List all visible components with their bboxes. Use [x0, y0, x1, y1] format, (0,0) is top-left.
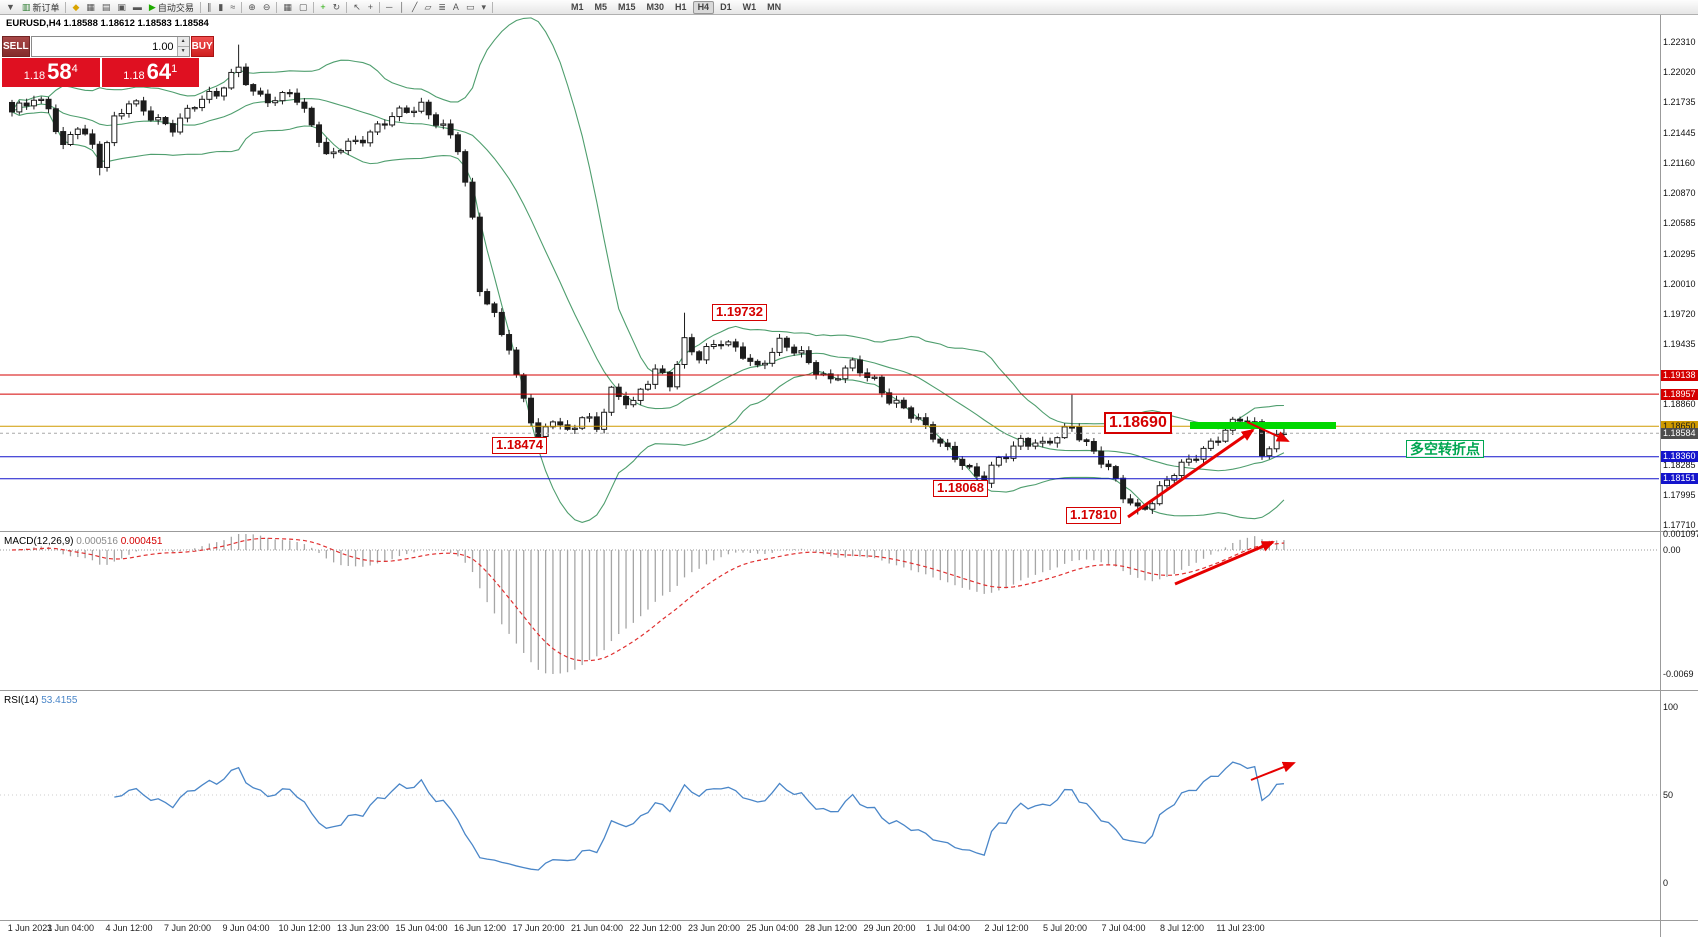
toolbar-separator [491, 1, 493, 13]
timeframe-w1[interactable]: W1 [742, 2, 757, 12]
indicators-list[interactable]: + [317, 1, 328, 14]
channel-tool[interactable]: ▱ [421, 1, 434, 14]
toolbar-separator [276, 1, 278, 13]
line-chart-mode[interactable]: ≈ [227, 1, 238, 14]
templates-menu-icon: ↻ [332, 1, 341, 12]
data-window-toggle-icon: ▤ [101, 1, 111, 12]
horizontal-line-tool-icon: ─ [386, 1, 393, 12]
fibonacci-tool[interactable]: ≣ [435, 1, 449, 14]
top-toolbar: ▼ ▥ 新订单 ◆ ▦ ▤ ▣ ▬ ▶ 自动交易 ∥ ▮ ≈ ⊕ ⊖ ▦ ▢ + ↻ ↖ + ─ │ ╱ ▱ ≣ A ▭ ▾ M1 M5 M1… [0, 0, 1698, 15]
trendline-tool-icon: ╱ [412, 1, 418, 12]
vertical-line-tool[interactable]: │ [396, 1, 408, 14]
timeframe-h1[interactable]: H1 [675, 2, 687, 12]
text-tool[interactable]: A [450, 1, 462, 14]
volume-stepper: ▲ ▼ [176, 37, 189, 56]
rsi-arrow[interactable] [1250, 761, 1296, 781]
chart-window-menu[interactable]: ▼ [3, 1, 18, 14]
buy-button[interactable]: BUY [190, 36, 214, 57]
toolbar-separator [241, 1, 243, 13]
templates-menu[interactable]: ↻ [330, 1, 344, 14]
label-tool[interactable]: ▭ [463, 1, 478, 14]
cursor-tool-icon: ↖ [353, 1, 361, 12]
bid-big-digits: 58 [47, 59, 72, 84]
horizontal-line-tool[interactable]: ─ [383, 1, 395, 14]
chart-window-menu-icon: ▼ [6, 1, 15, 12]
timeframe-m30[interactable]: M30 [646, 2, 665, 12]
label-tool-icon: ▭ [465, 1, 475, 12]
zoom-in-icon: ⊕ [248, 1, 256, 12]
fibonacci-tool-icon: ≣ [438, 1, 446, 12]
cursor-tool[interactable]: ↖ [350, 1, 364, 14]
sell-price-panel[interactable]: 1.18 58 4 [2, 58, 100, 87]
zoom-out-icon: ⊖ [262, 1, 271, 12]
volume-down-button[interactable]: ▼ [177, 47, 189, 56]
terminal-toggle[interactable]: ▬ [130, 1, 145, 14]
new-order-button-icon: ▥ [21, 1, 31, 12]
toolbar-separator [379, 1, 381, 13]
toolbar-separator [65, 1, 67, 13]
metaeditor-button[interactable]: ◆ [69, 1, 82, 14]
market-watch-toggle-icon: ▦ [86, 1, 95, 12]
shapes-menu-icon: ▾ [481, 1, 486, 12]
timeframe-m5[interactable]: M5 [594, 2, 608, 12]
volume-input[interactable] [31, 37, 177, 56]
auto-trading-button-icon: ▶ [148, 1, 156, 12]
timeframe-d1[interactable]: D1 [720, 2, 732, 12]
ask-big-digits: 64 [146, 59, 172, 84]
timeframe-m15[interactable]: M15 [618, 2, 636, 12]
candlestick-chart-mode[interactable]: ▮ [215, 1, 226, 14]
timeframe-m1[interactable]: M1 [570, 2, 584, 12]
new-order-button[interactable]: ▥ 新订单 [19, 1, 63, 14]
bar-chart-mode[interactable]: ∥ [204, 1, 215, 14]
toolbar-separator [313, 1, 315, 13]
shapes-menu[interactable]: ▾ [478, 1, 489, 14]
ask-prefix: 1.18 [123, 70, 145, 82]
trendline-tool[interactable]: ╱ [409, 1, 420, 14]
bid-prefix: 1.18 [23, 70, 46, 82]
indicators-list-icon: + [320, 1, 326, 12]
tile-windows-icon: ▦ [283, 1, 292, 12]
market-watch-toggle[interactable]: ▦ [83, 1, 98, 14]
auto-trading-button-label: 自动交易 [157, 2, 194, 13]
crosshair-tool[interactable]: + [365, 1, 376, 14]
text-tool-icon: A [452, 1, 459, 12]
trend-arrow-pullback[interactable] [1246, 421, 1290, 442]
candlestick-chart-mode-icon: ▮ [218, 1, 224, 12]
crosshair-tool-icon: + [367, 1, 374, 12]
new-order-button-label: 新订单 [32, 2, 60, 13]
macd-arrow[interactable] [1174, 540, 1275, 586]
one-click-trading-panel: SELL ▲ ▼ BUY 1.18 58 4 1.18 64 1 [2, 36, 214, 87]
zoom-in[interactable]: ⊕ [245, 1, 259, 14]
terminal-toggle-icon: ▬ [132, 1, 142, 12]
ask-pip-digit: 1 [171, 63, 178, 75]
auto-trading-button[interactable]: ▶ 自动交易 [146, 1, 197, 14]
buy-price-panel[interactable]: 1.18 64 1 [101, 58, 199, 87]
cascade-windows[interactable]: ▢ [296, 1, 311, 14]
zoom-out[interactable]: ⊖ [260, 1, 274, 14]
metaeditor-button-icon: ◆ [72, 1, 80, 12]
trend-arrow-main[interactable] [1127, 428, 1255, 519]
tile-windows[interactable]: ▦ [280, 1, 295, 14]
data-window-toggle[interactable]: ▤ [99, 1, 114, 14]
sell-button[interactable]: SELL [2, 36, 30, 57]
timeframe-mn[interactable]: MN [767, 2, 782, 12]
volume-box: ▲ ▼ [30, 36, 190, 57]
timeframe-h4[interactable]: H4 [692, 0, 715, 14]
channel-tool-icon: ▱ [424, 1, 432, 12]
vertical-line-tool-icon: │ [399, 1, 406, 12]
bar-chart-mode-icon: ∥ [206, 1, 212, 12]
toolbar-separator [346, 1, 348, 13]
bid-pip-digit: 4 [71, 63, 78, 75]
navigator-toggle[interactable]: ▣ [114, 1, 129, 14]
toolbar-separator [199, 1, 201, 13]
navigator-toggle-icon: ▣ [117, 1, 126, 12]
line-chart-mode-icon: ≈ [230, 1, 236, 12]
volume-up-button[interactable]: ▲ [177, 37, 189, 47]
cascade-windows-icon: ▢ [298, 1, 308, 12]
